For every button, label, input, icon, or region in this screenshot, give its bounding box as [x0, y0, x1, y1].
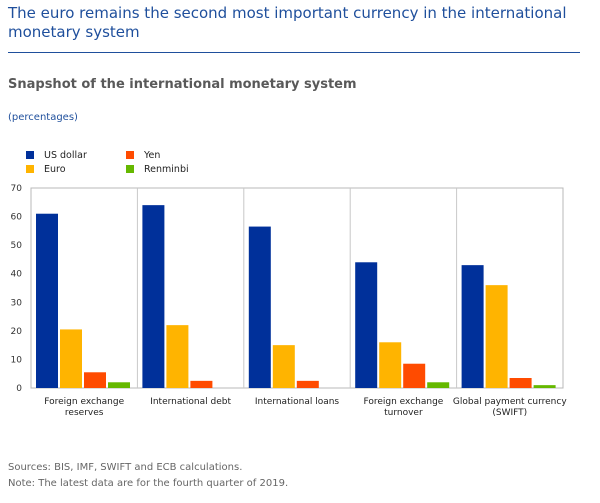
legend-item-renminbi: Renminbi	[126, 164, 189, 175]
bar-euro	[379, 342, 402, 388]
data-note: Note: The latest data are for the fourth…	[8, 478, 289, 489]
y-tick-label: 10	[11, 355, 23, 365]
bar-us-dollar	[248, 226, 271, 388]
category-label: turnover	[384, 408, 423, 418]
category-label: International loans	[255, 397, 340, 407]
sources-note: Sources: BIS, IMF, SWIFT and ECB calcula…	[8, 462, 243, 473]
bar-us-dollar	[355, 262, 378, 388]
legend-label-euro: Euro	[44, 164, 66, 175]
legend-swatch-us-dollar	[26, 151, 34, 159]
headline: The euro remains the second most importa…	[8, 4, 567, 41]
legend-swatch-yen	[126, 151, 134, 159]
legend-label-yen: Yen	[144, 150, 161, 161]
y-tick-label: 40	[11, 270, 23, 280]
bar-euro	[166, 325, 189, 388]
y-tick-label: 20	[11, 327, 23, 337]
bar-yen	[84, 372, 106, 388]
legend-item-euro: Euro	[26, 164, 66, 175]
bar-us-dollar	[36, 213, 58, 388]
unit-label: (percentages)	[8, 112, 78, 123]
bar-us-dollar	[461, 265, 484, 388]
category-label: reserves	[65, 408, 104, 418]
bar-renminbi	[427, 382, 450, 388]
chart-title: Snapshot of the international monetary s…	[8, 77, 357, 92]
bar-euro	[60, 329, 82, 388]
legend-item-us-dollar: US dollar	[26, 150, 87, 161]
legend-swatch-renminbi	[126, 165, 134, 173]
y-tick-label: 30	[11, 298, 23, 308]
y-tick-label: 0	[16, 384, 22, 394]
bar-euro	[485, 285, 508, 388]
bar-renminbi	[533, 385, 556, 388]
legend-swatch-euro	[26, 165, 34, 173]
legend-item-yen: Yen	[126, 150, 160, 161]
category-label: International debt	[150, 397, 231, 407]
bar-euro	[272, 345, 295, 388]
bar-yen	[403, 363, 426, 388]
bar-yen	[190, 380, 213, 388]
category-label: Foreign exchange	[44, 397, 124, 407]
category-label: Foreign exchange	[363, 397, 443, 407]
bar-yen	[509, 378, 532, 388]
legend-label-us-dollar: US dollar	[44, 150, 87, 161]
y-tick-label: 50	[11, 241, 23, 251]
bar-us-dollar	[142, 205, 165, 388]
legend-label-renminbi: Renminbi	[144, 164, 189, 175]
headline-divider	[8, 52, 580, 53]
bar-yen	[296, 380, 319, 388]
bar-renminbi	[108, 382, 130, 388]
y-tick-label: 60	[11, 213, 23, 223]
y-tick-label: 70	[11, 184, 23, 194]
category-label: Global payment currency	[453, 397, 567, 407]
category-label: (SWIFT)	[492, 408, 527, 418]
